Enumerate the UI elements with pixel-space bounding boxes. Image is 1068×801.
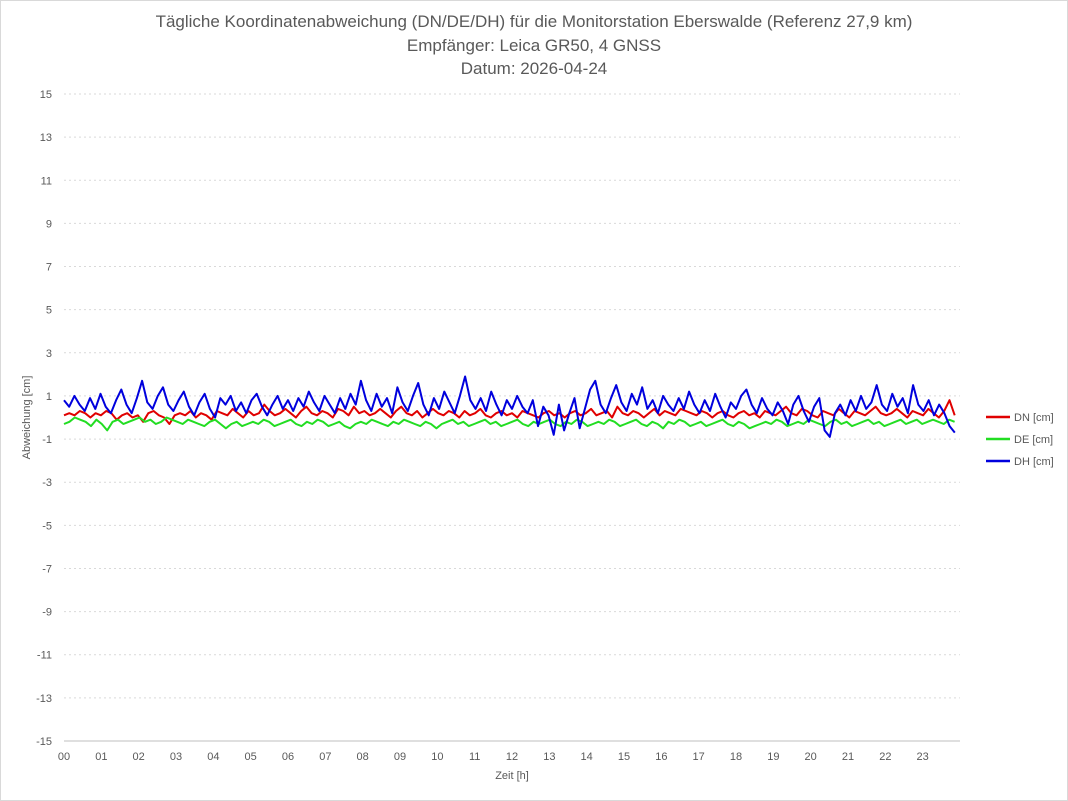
x-tick-label: 17 bbox=[693, 751, 705, 763]
x-tick-label: 03 bbox=[170, 751, 182, 763]
x-axis-title: Zeit [h] bbox=[495, 770, 529, 782]
y-tick-label: 5 bbox=[46, 305, 52, 317]
x-tick-label: 23 bbox=[917, 751, 929, 763]
x-tick-label: 04 bbox=[207, 751, 219, 763]
series-line-de bbox=[63, 416, 955, 432]
legend-label: DH [cm] bbox=[1014, 456, 1054, 468]
series-line-dh bbox=[63, 375, 956, 438]
x-tick-label: 22 bbox=[879, 751, 891, 763]
x-tick-label: 21 bbox=[842, 751, 854, 763]
legend-label: DN [cm] bbox=[1014, 412, 1054, 424]
x-tick-label: 15 bbox=[618, 751, 630, 763]
y-tick-label: -9 bbox=[42, 607, 52, 619]
y-tick-label: 15 bbox=[40, 89, 52, 101]
chart-subtitle: Empfänger: Leica GR50, 4 GNSS bbox=[406, 36, 662, 55]
x-tick-label: 05 bbox=[245, 751, 257, 763]
x-tick-label: 19 bbox=[767, 751, 779, 763]
x-tick-label: 01 bbox=[95, 751, 107, 763]
x-tick-label: 13 bbox=[543, 751, 555, 763]
x-tick-label: 20 bbox=[805, 751, 817, 763]
gridlines bbox=[64, 93, 960, 699]
x-tick-label: 09 bbox=[394, 751, 406, 763]
x-tick-label: 06 bbox=[282, 751, 294, 763]
y-tick-label: 3 bbox=[46, 348, 52, 360]
y-tick-label: 13 bbox=[40, 132, 52, 144]
y-tick-label: 7 bbox=[46, 262, 52, 274]
x-tick-label: 12 bbox=[506, 751, 518, 763]
x-tick-label: 10 bbox=[431, 751, 443, 763]
x-tick-label: 14 bbox=[581, 751, 593, 763]
y-tick-label: -7 bbox=[42, 563, 52, 575]
y-tick-label: -3 bbox=[42, 477, 52, 489]
y-axis-title: Abweichung [cm] bbox=[21, 376, 33, 460]
y-axis-ticks: 15 13 11 9 7 5 3 1 -1 -3 -5 -7 -9 -11 -13 -15 bbox=[36, 89, 52, 748]
x-tick-label: 18 bbox=[730, 751, 742, 763]
legend: DN [cm] DE [cm] DH [cm] bbox=[986, 412, 1054, 468]
y-tick-label: 1 bbox=[46, 391, 52, 403]
chart-title: Tägliche Koordinatenabweichung (DN/DE/DH… bbox=[155, 12, 913, 31]
y-tick-label: -13 bbox=[36, 693, 52, 705]
y-tick-label: 9 bbox=[46, 218, 52, 230]
y-tick-label: -1 bbox=[42, 434, 52, 446]
series-line-dn bbox=[63, 399, 956, 425]
x-tick-label: 07 bbox=[319, 751, 331, 763]
x-tick-label: 08 bbox=[357, 751, 369, 763]
y-tick-label: -11 bbox=[37, 650, 52, 662]
x-tick-label: 00 bbox=[58, 751, 70, 763]
y-tick-label: 11 bbox=[41, 175, 52, 187]
y-tick-label: -15 bbox=[36, 736, 52, 748]
x-axis-ticks: 00 01 02 03 04 05 06 07 08 09 10 11 12 13 14 15 16 17 18 19… bbox=[58, 751, 929, 763]
y-tick-label: -5 bbox=[42, 520, 52, 532]
series-lines bbox=[63, 375, 956, 438]
chart-date: Datum: 2026-04-24 bbox=[460, 59, 608, 78]
x-tick-label: 11 bbox=[469, 751, 480, 763]
x-tick-label: 16 bbox=[655, 751, 667, 763]
legend-label: DE [cm] bbox=[1014, 434, 1053, 446]
x-tick-label: 02 bbox=[133, 751, 145, 763]
